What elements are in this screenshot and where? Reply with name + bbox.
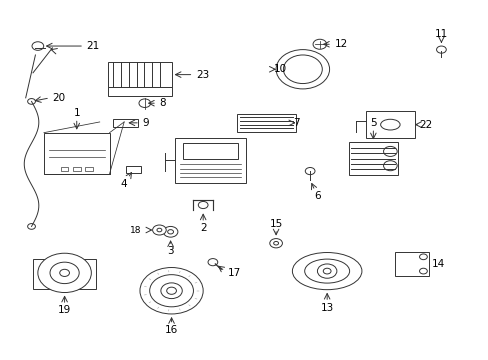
Text: 23: 23 bbox=[196, 69, 209, 80]
Text: 15: 15 bbox=[269, 219, 282, 229]
Circle shape bbox=[167, 230, 173, 234]
Bar bbox=[61, 167, 68, 171]
FancyBboxPatch shape bbox=[394, 252, 428, 275]
Bar bbox=[85, 167, 93, 171]
Text: 20: 20 bbox=[52, 93, 65, 103]
Circle shape bbox=[312, 39, 326, 49]
Ellipse shape bbox=[380, 119, 399, 130]
Circle shape bbox=[139, 99, 150, 108]
Circle shape bbox=[436, 46, 446, 53]
Ellipse shape bbox=[292, 252, 361, 290]
Bar bbox=[126, 166, 141, 173]
Circle shape bbox=[28, 99, 35, 104]
Circle shape bbox=[38, 253, 91, 293]
Circle shape bbox=[419, 268, 427, 274]
Text: 12: 12 bbox=[334, 39, 347, 49]
Bar bbox=[113, 118, 137, 127]
Text: 7: 7 bbox=[292, 118, 299, 128]
Circle shape bbox=[383, 161, 396, 171]
Text: 17: 17 bbox=[227, 268, 240, 278]
Bar bbox=[73, 167, 81, 171]
Bar bbox=[33, 260, 96, 289]
Circle shape bbox=[157, 228, 162, 232]
Circle shape bbox=[152, 225, 166, 235]
Circle shape bbox=[50, 262, 79, 284]
Text: 19: 19 bbox=[58, 305, 71, 315]
Text: 16: 16 bbox=[164, 325, 178, 335]
Text: 11: 11 bbox=[434, 28, 447, 39]
Text: 5: 5 bbox=[369, 118, 376, 128]
Circle shape bbox=[419, 254, 427, 260]
Circle shape bbox=[383, 147, 396, 157]
Ellipse shape bbox=[304, 259, 349, 283]
Text: 22: 22 bbox=[419, 120, 432, 130]
FancyBboxPatch shape bbox=[348, 143, 397, 175]
Circle shape bbox=[323, 268, 330, 274]
Circle shape bbox=[149, 275, 193, 307]
Circle shape bbox=[317, 264, 336, 278]
Text: 21: 21 bbox=[86, 41, 100, 51]
FancyBboxPatch shape bbox=[182, 143, 238, 159]
Text: 8: 8 bbox=[159, 98, 166, 108]
Text: 9: 9 bbox=[142, 118, 149, 128]
Circle shape bbox=[273, 242, 278, 245]
Circle shape bbox=[163, 226, 178, 237]
FancyBboxPatch shape bbox=[108, 87, 171, 96]
Text: 2: 2 bbox=[200, 223, 206, 233]
Circle shape bbox=[32, 42, 43, 50]
Circle shape bbox=[305, 167, 314, 175]
Text: 14: 14 bbox=[431, 259, 444, 269]
FancyBboxPatch shape bbox=[44, 133, 109, 174]
Circle shape bbox=[140, 267, 203, 314]
FancyBboxPatch shape bbox=[366, 111, 414, 138]
Text: 4: 4 bbox=[121, 179, 127, 189]
Text: 3: 3 bbox=[167, 247, 174, 256]
Circle shape bbox=[283, 55, 322, 84]
Text: 1: 1 bbox=[73, 108, 80, 118]
Circle shape bbox=[161, 283, 182, 298]
FancyBboxPatch shape bbox=[108, 62, 171, 87]
Text: 18: 18 bbox=[130, 225, 141, 234]
FancyBboxPatch shape bbox=[175, 138, 245, 183]
Circle shape bbox=[276, 50, 329, 89]
Text: 10: 10 bbox=[273, 64, 286, 74]
Circle shape bbox=[28, 224, 35, 229]
Circle shape bbox=[198, 202, 207, 208]
Circle shape bbox=[166, 287, 176, 294]
Text: 13: 13 bbox=[320, 302, 333, 312]
Circle shape bbox=[269, 239, 282, 248]
FancyBboxPatch shape bbox=[237, 114, 295, 132]
Text: 6: 6 bbox=[313, 191, 320, 201]
Circle shape bbox=[60, 269, 69, 276]
Circle shape bbox=[207, 258, 217, 266]
